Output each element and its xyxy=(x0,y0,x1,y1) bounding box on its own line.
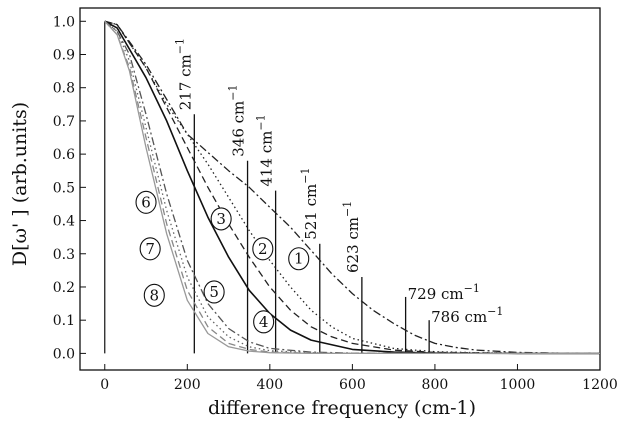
curve-label-text: 5 xyxy=(209,283,219,301)
marker-label-414: 414 cm−1 xyxy=(255,114,276,186)
series-line-1 xyxy=(104,20,601,355)
y-tick-label: 0.0 xyxy=(53,346,75,362)
x-tick-label: 400 xyxy=(256,377,283,393)
x-tick-label: 0 xyxy=(100,377,109,393)
curve-label-circle xyxy=(252,237,274,261)
x-axis-title: difference frequency (cm-1) xyxy=(208,397,476,419)
y-tick-label: 0.2 xyxy=(53,280,75,296)
marker-label-623: 623 cm−1 xyxy=(341,201,362,273)
y-tick-label: 0.9 xyxy=(53,47,75,63)
marker-label-346: 346 cm−1 xyxy=(227,85,248,157)
curve-label-5: 5 xyxy=(203,280,225,304)
curve-label-circle xyxy=(135,190,157,214)
axis-ticks: 0 200 400 600 800 1000 1200 0.0 0.1 0.2 0.3 0.4 0.5 0… xyxy=(53,14,618,393)
marker-label-729: 729 cm−1 xyxy=(408,282,480,303)
curve-label-8: 8 xyxy=(143,283,165,307)
curve-label-circle xyxy=(288,247,310,271)
curve-label-circle xyxy=(139,237,161,261)
curve-label-text: 2 xyxy=(258,240,268,258)
curve-label-circle xyxy=(203,280,225,304)
curve-label-text: 1 xyxy=(294,250,304,268)
marker-label-786: 786 cm−1 xyxy=(431,305,503,326)
series-line-2 xyxy=(104,20,601,355)
y-axis-title: D[ω' ] (arb.units) xyxy=(9,102,31,266)
x-tick-label: 1000 xyxy=(500,377,536,393)
curve-label-1: 1 xyxy=(288,247,310,271)
y-tick-label: 0.8 xyxy=(53,81,75,97)
curves xyxy=(104,20,601,355)
y-tick-label: 0.7 xyxy=(53,114,75,130)
x-tick-label: 800 xyxy=(422,377,449,393)
x-tick-label: 1200 xyxy=(582,377,618,393)
curve-label-text: 8 xyxy=(150,286,160,304)
frequency-markers: 217 cm−1 346 cm−1 414 cm−1 521 cm−1 623 cm−1… xyxy=(173,38,503,354)
x-tick-label: 200 xyxy=(174,377,201,393)
marker-label-521: 521 cm−1 xyxy=(299,168,320,240)
curve-label-2: 2 xyxy=(252,237,274,261)
y-tick-label: 0.3 xyxy=(53,247,75,263)
y-tick-label: 0.5 xyxy=(53,180,75,196)
series-line-3 xyxy=(104,20,601,355)
curve-label-3: 3 xyxy=(210,207,232,231)
curve-label-text: 4 xyxy=(259,313,269,331)
curve-label-circle xyxy=(143,283,165,307)
x-tick-label: 600 xyxy=(339,377,366,393)
curve-label-text: 6 xyxy=(141,193,151,211)
curve-label-text: 7 xyxy=(145,240,155,258)
series-line-5 xyxy=(104,20,600,355)
y-tick-label: 1.0 xyxy=(53,14,75,30)
marker-label-217: 217 cm−1 xyxy=(173,38,194,110)
curve-label-6: 6 xyxy=(135,190,157,214)
y-tick-label: 0.6 xyxy=(53,147,75,163)
curve-label-circle xyxy=(210,207,232,231)
plot-frame xyxy=(79,7,601,371)
y-tick-label: 0.1 xyxy=(53,313,75,329)
y-tick-label: 0.4 xyxy=(53,214,75,230)
curve-label-4: 4 xyxy=(253,310,275,334)
curve-labels: 1 2 3 4 5 6 7 8 xyxy=(135,190,310,334)
series-line-4 xyxy=(104,20,600,355)
curve-label-text: 3 xyxy=(216,210,226,228)
curve-label-circle xyxy=(253,310,275,334)
curve-label-7: 7 xyxy=(139,237,161,261)
series-line-8 xyxy=(104,20,600,355)
